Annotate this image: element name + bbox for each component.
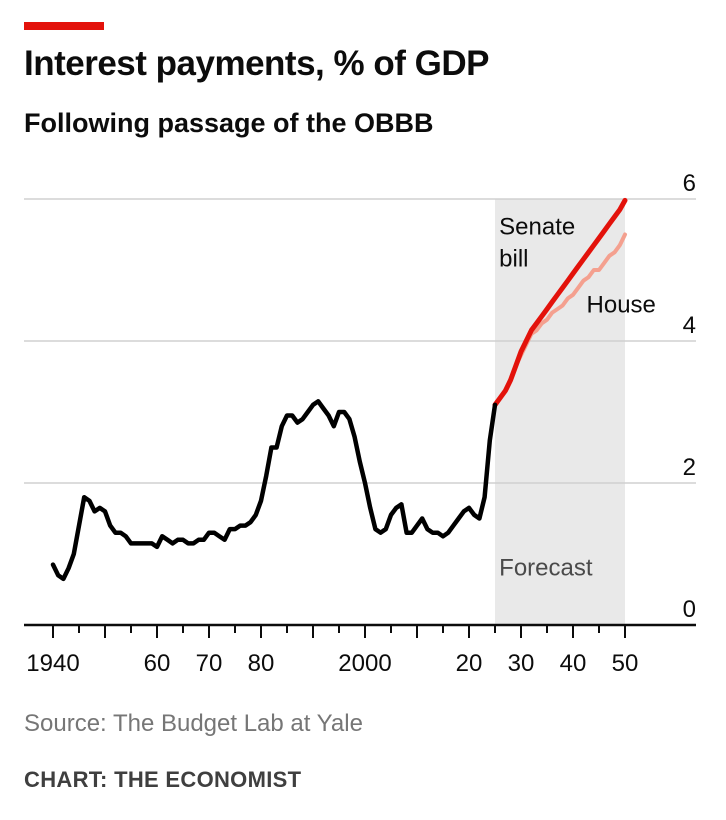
x-tick-label: 1940: [26, 650, 79, 677]
forecast-band: [495, 199, 625, 625]
house-label: House: [587, 292, 656, 319]
series-lines: [50, 197, 628, 582]
line-chart: 0 2 4 6 1940 60 70 80 2000 20 30 40 50 Senate bill Ho…: [24, 170, 696, 677]
annotations: Senate bill House Forecast: [499, 214, 656, 582]
x-tick-label: 50: [612, 650, 639, 677]
x-tick-label: 80: [248, 650, 275, 677]
x-tick-label: 20: [456, 650, 483, 677]
y-tick-label: 6: [683, 170, 696, 197]
x-tick-label: 2000: [338, 650, 391, 677]
y-tick-label: 4: [683, 312, 696, 339]
chart-credit: CHART: THE ECONOMIST: [24, 767, 302, 792]
x-tick-label: 40: [560, 650, 587, 677]
series-line-senate: [492, 197, 628, 408]
chart-subtitle: Following passage of the OBBB: [24, 108, 434, 138]
y-tick-label: 2: [683, 454, 696, 481]
y-tick-label: 0: [683, 596, 696, 623]
x-axis-labels: 1940 60 70 80 2000 20 30 40 50: [26, 650, 638, 677]
x-tick-label: 60: [144, 650, 171, 677]
brand-accent-bar: [24, 22, 104, 30]
gridlines: [24, 198, 696, 484]
senate-bill-label-line2: bill: [499, 245, 528, 272]
x-axis: [24, 623, 696, 638]
forecast-label: Forecast: [499, 554, 593, 581]
series-line-history: [50, 399, 498, 582]
source-note: Source: The Budget Lab at Yale: [24, 710, 363, 737]
x-tick-label: 30: [508, 650, 535, 677]
chart-title: Interest payments, % of GDP: [24, 44, 489, 83]
x-tick-label: 70: [196, 650, 223, 677]
senate-bill-label-line1: Senate: [499, 214, 575, 241]
y-axis-labels: 0 2 4 6: [683, 170, 696, 623]
